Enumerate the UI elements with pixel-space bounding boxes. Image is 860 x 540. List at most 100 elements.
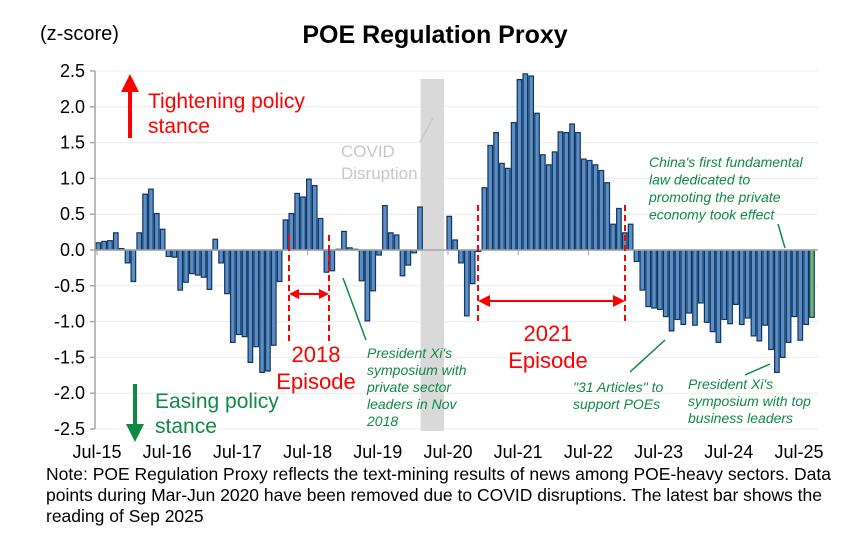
bar — [458, 249, 464, 264]
bar — [797, 249, 804, 341]
bar — [463, 249, 470, 317]
bar — [183, 249, 189, 283]
bar — [253, 249, 260, 348]
chart: (z-score) POE Regulation Proxy 2.5 2.0 1.5… — [40, 21, 824, 462]
y-tick-label: -1.5 — [54, 347, 85, 367]
bar — [259, 249, 265, 374]
bar — [329, 249, 336, 272]
bar — [194, 249, 201, 276]
bar — [148, 188, 154, 251]
xi-2018-annotation: private sector — [366, 379, 452, 395]
bar — [130, 249, 137, 283]
bar — [616, 207, 622, 251]
bar — [153, 212, 160, 251]
bar — [569, 123, 575, 251]
bar — [124, 249, 131, 264]
bar — [358, 249, 365, 282]
bar — [598, 169, 605, 251]
bar — [686, 249, 692, 314]
x-tick-label: Jul-17 — [213, 442, 262, 462]
bar — [545, 164, 552, 251]
bar — [738, 249, 745, 326]
y-tick-label: 1.0 — [60, 168, 85, 188]
bar — [791, 249, 798, 318]
bar — [756, 249, 763, 342]
articles-31-annotation: "31 Articles" to — [573, 379, 664, 395]
bar — [306, 178, 312, 251]
bar — [534, 112, 540, 251]
x-tick-label: Jul-22 — [564, 442, 613, 462]
articles-31-pointer — [629, 339, 666, 373]
bar — [516, 78, 523, 251]
bar — [522, 73, 529, 251]
bar — [680, 249, 687, 326]
bar — [282, 219, 289, 251]
bar — [639, 249, 646, 291]
covid-label: Disruption — [341, 164, 418, 183]
tightening-label: stance — [148, 115, 210, 138]
law-annotation: China's first fundamental — [649, 154, 804, 170]
bar — [376, 249, 382, 256]
bar — [487, 144, 494, 251]
x-tick-label: Jul-21 — [494, 442, 543, 462]
bar — [604, 182, 611, 251]
bar — [212, 238, 219, 251]
x-tick-label: Jul-19 — [353, 442, 402, 462]
bar — [721, 249, 728, 321]
xi-2025-annotation: President Xi's — [688, 376, 773, 392]
bar — [651, 249, 657, 309]
xi-2025-pointer — [744, 363, 771, 376]
bar — [399, 249, 406, 277]
xi-2018-annotation: President Xi's — [367, 345, 452, 361]
arrow-right-icon — [319, 289, 329, 299]
bar — [276, 249, 283, 283]
easing-label: Easing policy — [155, 390, 279, 413]
bar — [224, 249, 230, 295]
bar — [674, 249, 681, 321]
bar — [773, 249, 780, 374]
xi-2025-annotation: business leaders — [688, 410, 793, 426]
y-tick-label: 2.5 — [60, 61, 85, 81]
bar — [633, 249, 640, 263]
bar — [218, 249, 225, 264]
covid-pointer — [419, 117, 434, 143]
bar — [762, 249, 769, 326]
law-pointer — [777, 223, 786, 249]
bar — [247, 249, 254, 364]
x-tick-label: Jul-15 — [72, 442, 121, 462]
y-tick-label: 1.5 — [60, 133, 85, 153]
x-tick-label: Jul-23 — [634, 442, 683, 462]
bar — [656, 249, 663, 311]
bar — [709, 249, 716, 333]
xi-2018-annotation: leaders in Nov — [367, 396, 457, 412]
bar — [510, 121, 517, 251]
bar — [405, 249, 412, 266]
bar — [382, 205, 388, 251]
x-tick-label: Jul-25 — [774, 442, 823, 462]
bar — [294, 192, 301, 251]
bar — [452, 239, 459, 251]
footnote: Note: POE Regulation Proxy reflects the … — [46, 464, 831, 526]
bar — [189, 249, 195, 275]
bar — [288, 212, 295, 251]
bar — [803, 249, 809, 326]
arrow-left-icon — [289, 289, 299, 299]
articles-31-annotation: support POEs — [573, 396, 660, 412]
bar — [136, 232, 143, 251]
bar — [393, 234, 400, 251]
easing-label: stance — [155, 415, 217, 438]
y-tick-label: -1.0 — [54, 312, 85, 332]
law-annotation: promoting the private — [648, 189, 781, 205]
bar — [727, 249, 733, 325]
bar — [206, 249, 213, 290]
arrow-left-icon — [478, 295, 490, 307]
up-arrow-head-icon — [121, 74, 139, 92]
x-tick-label: Jul-20 — [423, 442, 472, 462]
y-axis-unit: (z-score) — [40, 23, 119, 45]
bar — [733, 249, 739, 306]
bar — [592, 164, 599, 251]
bar — [200, 249, 207, 278]
bar — [165, 249, 172, 258]
xi-2025-annotation: symposium with top — [688, 393, 811, 409]
bar — [370, 249, 377, 292]
